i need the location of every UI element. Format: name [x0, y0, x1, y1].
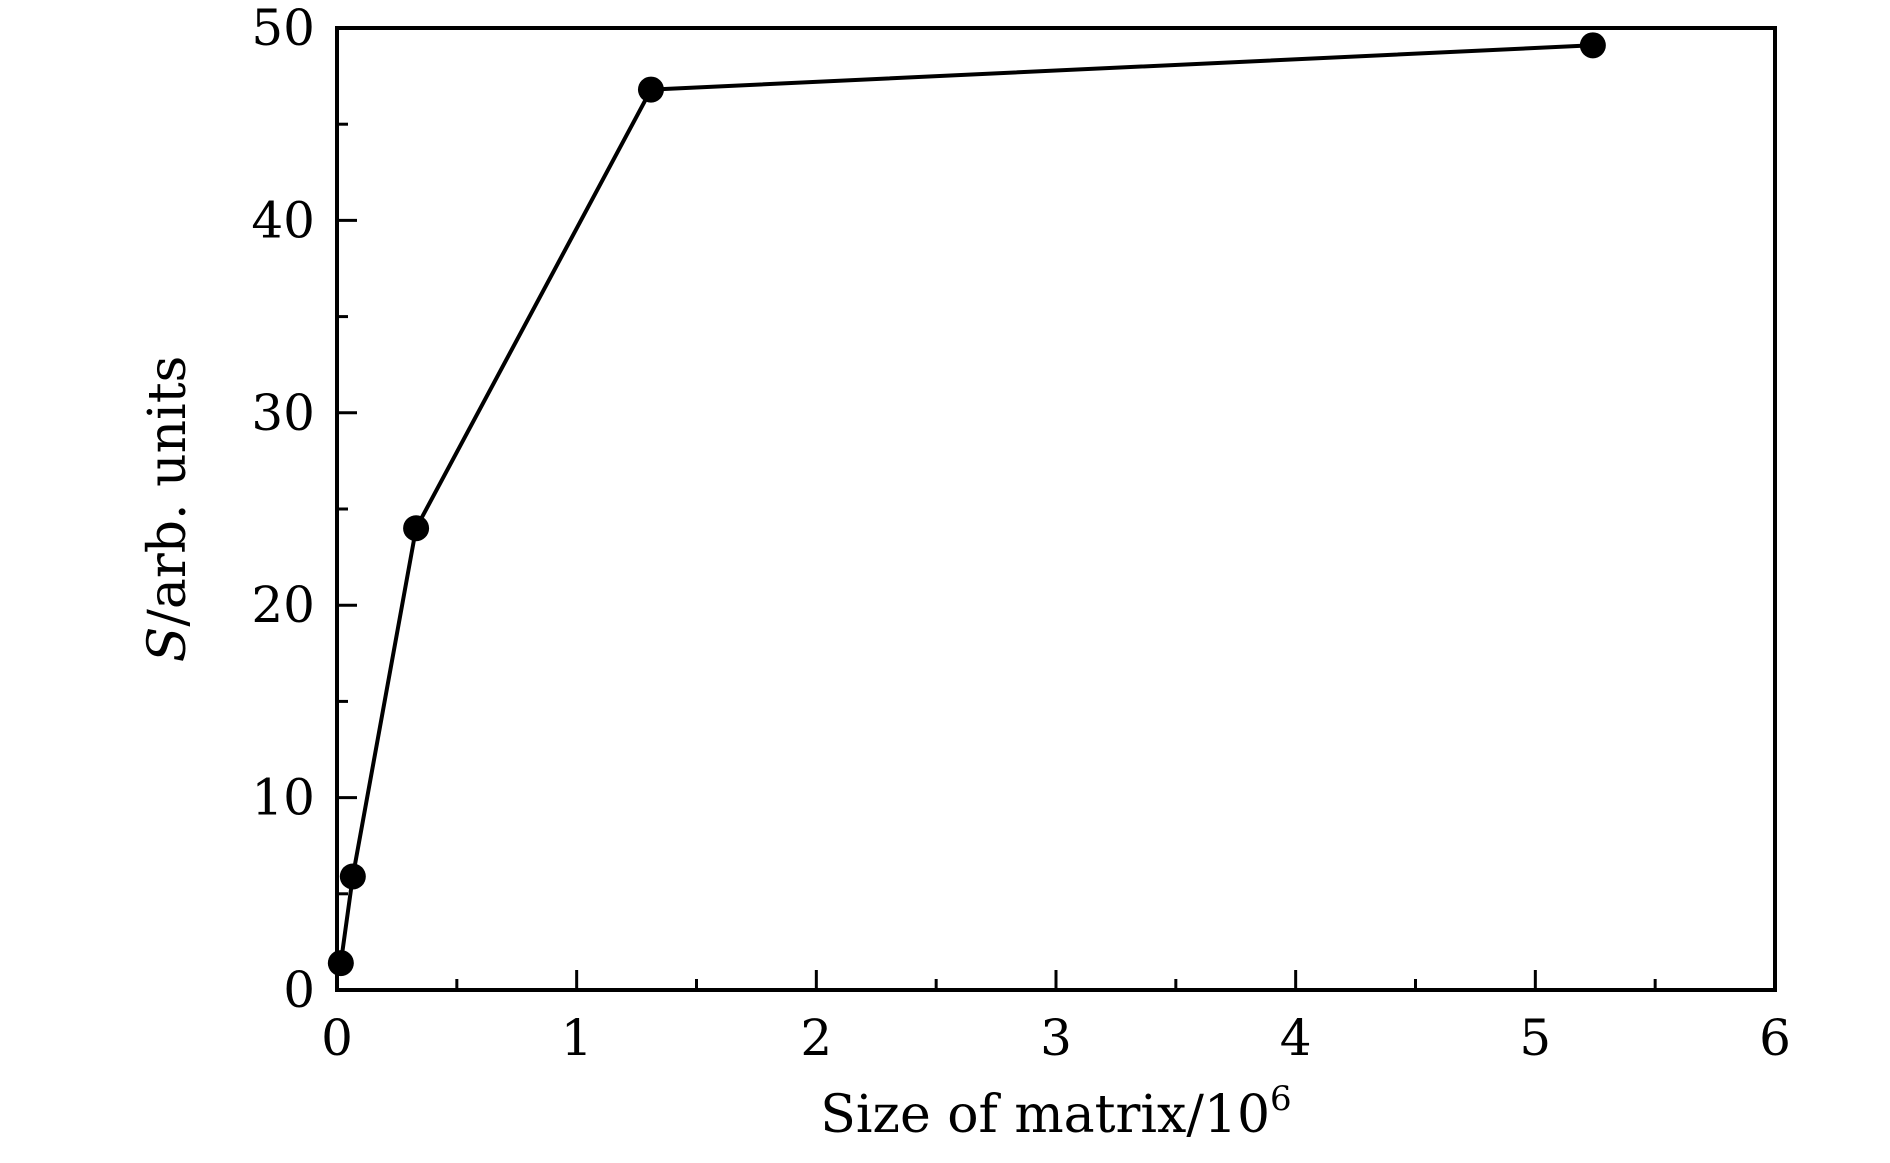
- x-tick-label: 4: [1280, 1009, 1312, 1067]
- x-tick-label: 5: [1519, 1009, 1551, 1067]
- x-tick-label: 2: [800, 1009, 832, 1067]
- series-layer: [327, 32, 1606, 977]
- y-tick-label: 10: [251, 769, 315, 827]
- labels-layer: Size of matrix/106 S/arb. units: [138, 356, 1292, 1145]
- y-tick-label: 40: [251, 191, 315, 249]
- x-tick-label: 0: [321, 1009, 353, 1067]
- x-axis-label: Size of matrix/106: [820, 1079, 1291, 1145]
- y-tick-label: 20: [251, 576, 315, 634]
- y-tick-label: 30: [251, 384, 315, 442]
- series-line: [338, 43, 1593, 964]
- data-point: [403, 515, 430, 542]
- y-tick-label: 0: [283, 961, 315, 1019]
- y-axis-label: S/arb. units: [138, 356, 198, 663]
- x-tick-label: 6: [1759, 1009, 1791, 1067]
- y-tick-label: 50: [251, 0, 315, 57]
- x-axis-label-text: Size of matrix/10: [820, 1085, 1270, 1145]
- y-axis-label-symbol: S: [138, 627, 198, 663]
- x-axis-label-superscript: 6: [1270, 1079, 1292, 1119]
- data-point: [327, 950, 354, 977]
- data-point: [339, 863, 366, 890]
- x-tick-label: 1: [561, 1009, 593, 1067]
- ticks-layer: 0 1 2 3 4 5 6 0 10 20 30 40 50: [251, 0, 1791, 1067]
- data-point: [637, 76, 664, 103]
- data-point: [1579, 32, 1606, 59]
- y-axis-label-units: /arb. units: [138, 356, 198, 627]
- x-tick-label: 3: [1040, 1009, 1072, 1067]
- plot-frame: [335, 26, 1777, 992]
